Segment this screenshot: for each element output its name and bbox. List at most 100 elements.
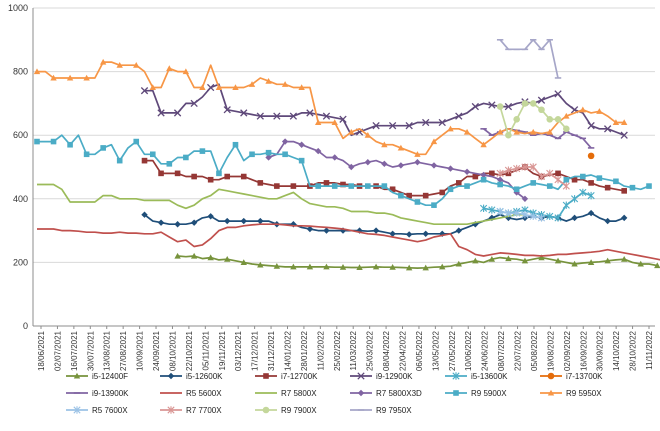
data-point (397, 162, 405, 169)
series-r9-5900x (34, 134, 652, 208)
legend: i5-12400F i5-12600K i7-12700K i9-12900K i5-1… (66, 372, 603, 415)
data-point (282, 151, 288, 158)
x-tick-label: 05/08/2022 (530, 330, 539, 371)
data-point (604, 217, 611, 225)
data-point (537, 214, 546, 222)
data-point (381, 183, 388, 189)
data-point (34, 138, 40, 145)
data-point (555, 170, 561, 177)
data-point (100, 145, 106, 151)
data-point (587, 191, 595, 200)
data-point (331, 183, 338, 189)
data-point (265, 149, 272, 156)
x-tick-label: 17/12/2021 (251, 330, 260, 371)
data-point (289, 112, 298, 120)
data-point (116, 62, 123, 68)
series-group (33, 38, 660, 271)
legend-item-i5-12400f: i5-12400F (66, 372, 128, 381)
series-line-i5-12400f (177, 255, 658, 269)
data-point (496, 103, 504, 110)
data-point (174, 221, 181, 228)
data-point (571, 214, 578, 222)
data-point (430, 138, 438, 145)
legend-marker (453, 390, 459, 396)
data-point (240, 109, 248, 117)
data-point (554, 116, 562, 123)
data-point (646, 183, 652, 189)
data-point (604, 184, 611, 191)
x-tick-label: 10/06/2022 (464, 330, 473, 371)
x-tick-label: 22/10/2021 (185, 330, 194, 371)
legend-marker (547, 389, 555, 396)
data-point (546, 212, 554, 220)
legend-item-r9-5950x: R9 5950X (540, 389, 602, 398)
data-point (173, 109, 182, 117)
data-point (463, 128, 471, 135)
data-point (504, 102, 513, 111)
data-point (546, 183, 553, 189)
data-point (207, 213, 214, 220)
data-point (530, 128, 537, 135)
data-point (339, 115, 347, 123)
x-tick-label: 11/02/2022 (316, 330, 325, 370)
data-point (422, 264, 429, 271)
data-point (365, 183, 371, 189)
series-line-r9-5900x (37, 134, 650, 207)
x-tick-label: 10/09/2021 (136, 330, 145, 371)
legend-marker (73, 406, 81, 414)
series-r5-7600x (496, 207, 546, 222)
data-point (637, 260, 644, 267)
gridlines (33, 7, 655, 327)
series-line-r5-7600x (499, 210, 542, 219)
legend-item-i9-12900k: i9-12900K (350, 372, 413, 381)
series-i9-13900k (480, 127, 595, 149)
data-point (530, 180, 537, 186)
data-point (166, 65, 173, 71)
data-point (596, 175, 603, 181)
x-tick-label: 02/09/2022 (563, 330, 572, 371)
legend-marker (263, 373, 269, 379)
x-tick-label: 22/07/2022 (514, 330, 523, 371)
x-tick-label: 02/07/2021 (53, 330, 62, 371)
data-point (323, 180, 330, 186)
legend-label: R5 7600X (92, 406, 128, 415)
data-point (497, 181, 503, 188)
data-point (571, 260, 578, 267)
data-point (331, 154, 338, 161)
legend-marker (167, 406, 175, 414)
data-point (571, 176, 578, 183)
legend-label: R7 5800X (281, 389, 317, 398)
x-tick-label: 13/08/2021 (103, 330, 112, 371)
data-point (397, 144, 405, 151)
x-tick-label: 16/07/2021 (70, 330, 79, 371)
data-point (372, 263, 380, 270)
data-point (314, 119, 322, 126)
data-point (504, 166, 512, 174)
data-point (199, 148, 206, 154)
series-i9-12900k (140, 83, 628, 139)
data-point (372, 122, 380, 130)
data-point (157, 219, 165, 226)
data-point (587, 122, 595, 130)
data-point (579, 188, 587, 197)
data-point (496, 169, 504, 178)
data-point (273, 112, 281, 120)
x-tick-label: 08/04/2022 (382, 330, 391, 371)
data-point (414, 199, 421, 205)
data-point (356, 264, 363, 271)
legend-label: R5 5600X (186, 389, 222, 398)
data-point (422, 192, 429, 199)
data-point (248, 81, 256, 87)
data-point (166, 161, 173, 167)
data-point (257, 217, 264, 225)
data-point (513, 116, 520, 123)
data-point (240, 173, 247, 180)
data-point (496, 128, 504, 135)
data-point (224, 217, 231, 225)
legend-label: R7 5800X3D (376, 389, 422, 398)
data-point (398, 192, 404, 199)
y-tick-label: 800 (13, 67, 28, 77)
data-point (388, 122, 397, 130)
data-point (422, 118, 430, 127)
data-point (629, 184, 636, 191)
